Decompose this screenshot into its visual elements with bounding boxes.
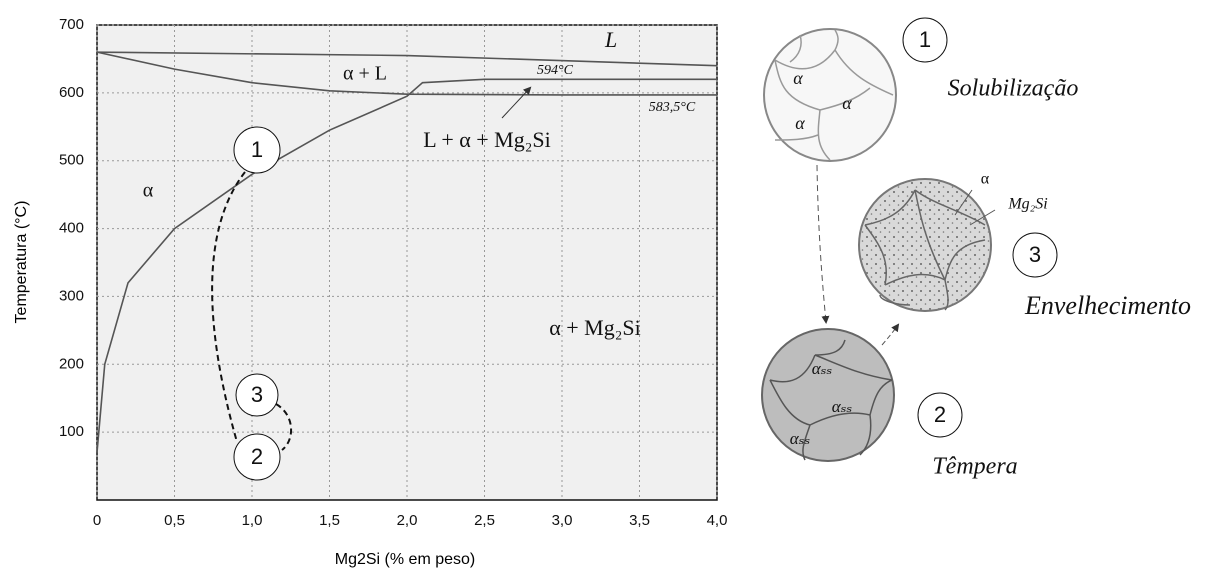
x-tick-label: 1,0 — [242, 512, 263, 529]
step-number: 2 — [934, 402, 946, 427]
y-tick-label: 500 — [59, 152, 84, 169]
y-tick-label: 400 — [59, 220, 84, 237]
x-tick-label: 3,0 — [552, 512, 573, 529]
microstructure-2: αₛₛ αₛₛ αₛₛ — [762, 329, 894, 461]
y-tick-label: 300 — [59, 287, 84, 304]
phase-label: αₛₛ — [812, 359, 833, 378]
stage-label: Solubilização — [948, 76, 1079, 102]
phase-label: α — [795, 113, 805, 133]
x-axis-label: Mg2Si (% em peso) — [335, 551, 476, 568]
annotation: 594°C — [537, 63, 574, 78]
y-tick-label: 700 — [59, 16, 84, 33]
step-number: 3 — [251, 382, 263, 407]
annotation: L + α + Mg₂Si — [423, 127, 551, 152]
x-tick-label: 2,5 — [474, 512, 495, 529]
process-arrow — [817, 165, 826, 322]
step-number: 1 — [251, 137, 263, 162]
stage-label: Têmpera — [932, 454, 1017, 480]
annotation: α + L — [343, 63, 387, 85]
annotation: α — [143, 180, 154, 202]
phase-label: α — [981, 171, 990, 188]
annotation: L — [604, 27, 617, 52]
y-tick-label: 200 — [59, 355, 84, 372]
x-tick-label: 3,5 — [629, 512, 650, 529]
y-tick-label: 600 — [59, 84, 84, 101]
microstructure-3 — [859, 179, 995, 311]
y-axis-label: Temperatura (°C) — [13, 201, 30, 324]
y-tick-label: 100 — [59, 423, 84, 440]
figure: L α + L 594°C 583,5°C L + α + Mg₂Si α α … — [0, 0, 1227, 571]
phase-label: αₛₛ — [832, 397, 853, 416]
phase-label: α — [842, 93, 852, 113]
stage-label: Envelhecimento — [1024, 291, 1191, 320]
annotation: 583,5°C — [649, 100, 696, 115]
process-arrow — [882, 325, 898, 345]
microstructure-1: α α α — [764, 29, 896, 161]
phase-label: αₛₛ — [790, 429, 811, 448]
x-tick-label: 2,0 — [397, 512, 418, 529]
x-tick-label: 0 — [93, 512, 101, 529]
phase-label: Mg₂Si — [1007, 196, 1047, 213]
x-tick-label: 1,5 — [319, 512, 340, 529]
x-tick-label: 0,5 — [164, 512, 185, 529]
step-number: 3 — [1029, 242, 1041, 267]
x-tick-label: 4,0 — [707, 512, 728, 529]
step-number: 1 — [919, 27, 931, 52]
annotation: α + Mg₂Si — [549, 315, 641, 340]
step-number: 2 — [251, 444, 263, 469]
phase-label: α — [793, 68, 803, 88]
